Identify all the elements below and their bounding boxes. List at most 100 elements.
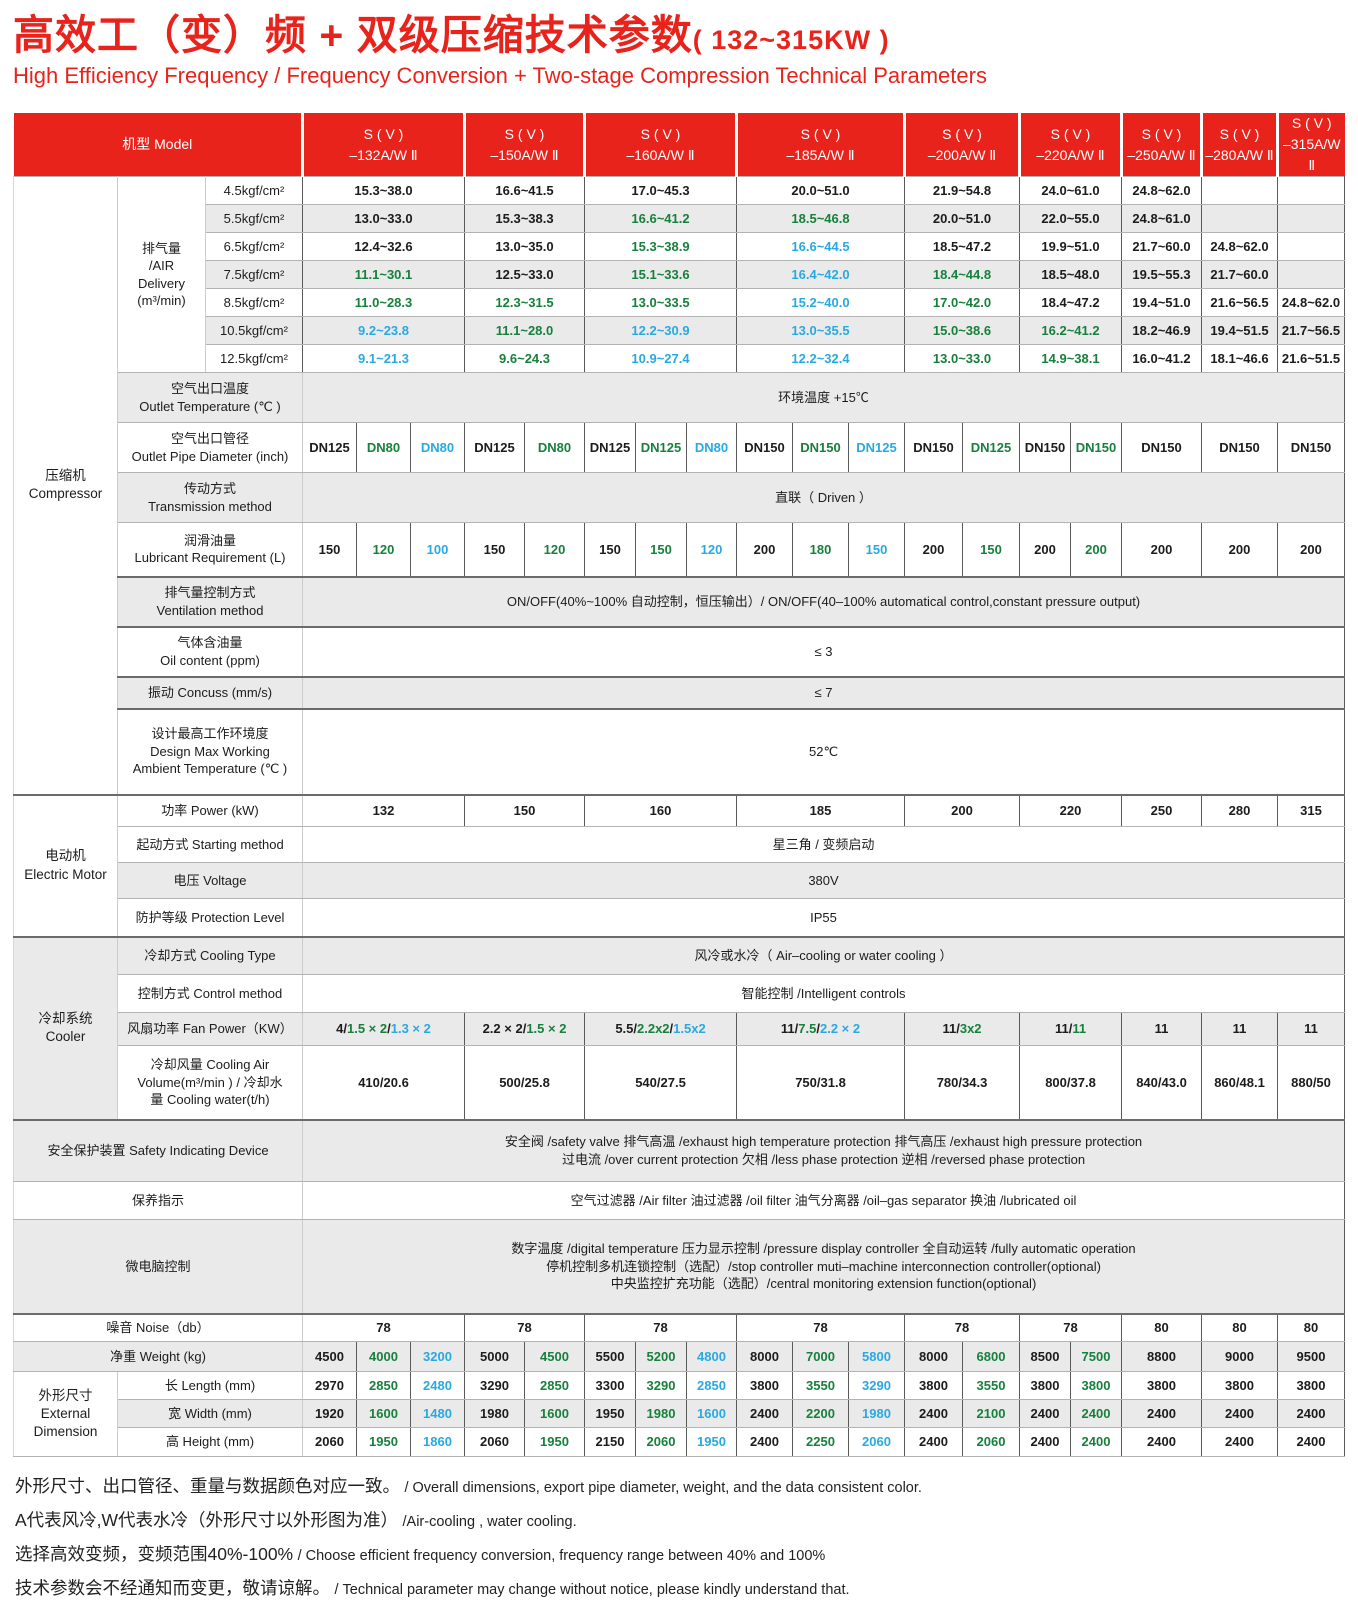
air-delivery-row: 8.5kgf/cm² 11.0~28.3 12.3~31.5 13.0~33.5 15… [14, 288, 1346, 318]
value-cell: 11.0~28.3 [302, 288, 466, 318]
value-cell: 15.3~38.3 [464, 204, 586, 234]
value-cell: 2060 [464, 1427, 526, 1458]
width-row: 宽 Width (mm) 1920 1600 1480 1980 1600 1950 198… [14, 1399, 1346, 1429]
row-label-oil-content: 气体含油量 Oil content (ppm) [116, 625, 304, 678]
value-cell: 24.8~62.0 [1121, 176, 1203, 206]
value-cell: 78 [464, 1312, 586, 1343]
value-cell: 160 [584, 793, 738, 828]
fan-power-segment: 11/ [942, 1021, 960, 1037]
value-cell: DN125 [962, 422, 1021, 474]
value-cell: IP55 [302, 898, 1346, 938]
air-delivery-row: 7.5kgf/cm² 11.1~30.1 12.5~33.0 15.1~33.6 16… [14, 260, 1346, 290]
value-cell: 78 [736, 1312, 906, 1343]
value-cell: 200 [904, 522, 964, 578]
fan-power-row: 风扇功率 Fan Power（KW） 4/1.5 × 2/1.3 × 2 2.2 … [14, 1012, 1346, 1047]
transmission-method-row: 传动方式 Transmission method 直联（ Driven ） [14, 472, 1346, 524]
value-cell: 3290 [848, 1371, 906, 1401]
row-label-starting-method: 起动方式 Starting method [116, 826, 304, 864]
value-cell: 120 [686, 522, 738, 578]
value-cell: 3800 [1201, 1371, 1279, 1401]
fan-power-segment: 2.2x2 [637, 1021, 670, 1037]
design-max-ambient-row: 设计最高工作环境度 Design Max Working Ambient Tem… [14, 707, 1346, 796]
page-title-kw-range: ( 132~315KW ) [692, 25, 890, 55]
model-header-220: S ( V ) –220A/W Ⅱ [1018, 113, 1122, 177]
value-cell: 5800 [848, 1341, 906, 1373]
value-cell: 2400 [1277, 1427, 1346, 1458]
row-label-concuss: 振动 Concuss (mm/s) [116, 675, 304, 710]
value-cell: 2100 [962, 1399, 1021, 1429]
value-cell: 200 [1201, 522, 1279, 578]
value-cell: 2400 [736, 1427, 794, 1458]
value-cell: 11/11 [1019, 1012, 1123, 1047]
value-cell: 15.2~40.0 [736, 288, 906, 318]
value-cell: DN125 [464, 422, 526, 474]
value-cell: 19.4~51.5 [1201, 316, 1279, 346]
power-row: 电动机 Electric Motor 功率 Power (kW) 132 150 1… [13, 793, 1346, 938]
value-cell: 120 [524, 522, 586, 578]
value-cell: 8000 [736, 1341, 794, 1373]
outlet-pipe-diameter-row: 空气出口管径 Outlet Pipe Diameter (inch) DN125… [14, 422, 1346, 474]
value-cell: 150 [464, 522, 526, 578]
value-cell: 10.9~27.4 [584, 344, 738, 374]
value-cell: 11 [1121, 1012, 1203, 1047]
value-cell: 21.7~56.5 [1277, 316, 1346, 346]
value-cell: 4500 [302, 1341, 358, 1373]
value-cell: ≤ 7 [302, 675, 1346, 710]
fan-power-segment: 1.5x2 [673, 1021, 706, 1037]
pressure-label: 8.5kgf/cm² [204, 288, 304, 318]
fan-power-segment: 2.2 × 2 [819, 1021, 861, 1037]
pressure-label: 7.5kgf/cm² [204, 260, 304, 290]
footnote-line: A代表风冷,W代表水冷（外形尺寸以外形图为准） /Air-cooling , w… [15, 1507, 1345, 1532]
model-name-line: S ( V ) [942, 125, 982, 142]
value-cell: DN150 [792, 422, 850, 474]
value-cell: 3550 [792, 1371, 850, 1401]
row-label-safety-device: 安全保护装置 Safety Indicating Device [12, 1118, 304, 1183]
fan-power-segment: / [387, 1021, 391, 1037]
value-cell: 18.4~44.8 [904, 260, 1021, 290]
value-cell: 180 [792, 522, 850, 578]
value-cell: 2400 [1201, 1427, 1279, 1458]
model-name-line: S ( V ) [640, 125, 681, 142]
noise-row: 噪音 Noise（db） 78 78 78 78 78 78 80 80 80 [12, 1312, 1346, 1343]
value-cell: 2400 [1070, 1399, 1123, 1429]
cooling-type-row: 冷却系统 Cooler 冷却方式 Cooling Type 风冷或水冷（ Air… [13, 935, 1346, 1121]
value-cell: 120 [356, 522, 412, 578]
model-header-185: S ( V ) –185A/W Ⅱ [735, 113, 905, 177]
model-header-label: 机型 Model [13, 113, 303, 177]
value-cell: 直联（ Driven ） [302, 472, 1346, 524]
safety-device-row: 安全保护装置 Safety Indicating Device 安全阀 /saf… [12, 1118, 1346, 1183]
value-cell: 1600 [356, 1399, 412, 1429]
value-cell [1201, 176, 1279, 206]
section-label-external-dimension: 外形尺寸 External Dimension [13, 1371, 118, 1458]
value-cell: 22.0~55.0 [1019, 204, 1123, 234]
model-name-line: –280A/W Ⅱ [1205, 146, 1274, 163]
technical-parameters-table: 机型 Model S ( V ) –132A/W Ⅱ S ( V ) –150A/W… [12, 113, 1346, 1458]
value-cell: 150 [635, 522, 688, 578]
value-cell: 2400 [1070, 1427, 1123, 1458]
value-cell: 2400 [1201, 1399, 1279, 1429]
protection-level-row: 防护等级 Protection Level IP55 [14, 898, 1346, 938]
value-cell: 13.0~35.0 [464, 232, 586, 262]
value-cell: 132 [302, 793, 466, 828]
air-delivery-row: 10.5kgf/cm² 9.2~23.8 11.1~28.0 12.2~30.9 13… [14, 316, 1346, 346]
value-cell: 3800 [1277, 1371, 1346, 1401]
row-label-microcomputer: 微电脑控制 [12, 1219, 304, 1315]
fan-power-segment: 2.2 × 2 [482, 1021, 523, 1037]
value-cell: 2200 [792, 1399, 850, 1429]
value-cell: DN80 [686, 422, 738, 474]
value-cell: 2060 [962, 1427, 1021, 1458]
value-cell: 18.5~47.2 [904, 232, 1021, 262]
starting-method-row: 起动方式 Starting method 星三角 / 变频启动 [14, 826, 1346, 864]
value-cell: 2970 [302, 1371, 358, 1401]
value-cell: 52℃ [302, 707, 1346, 796]
value-cell: 3290 [635, 1371, 688, 1401]
footnote-en: /Air-cooling , water cooling. [402, 1514, 577, 1531]
row-label-fan-power: 风扇功率 Fan Power（KW） [116, 1012, 304, 1047]
value-cell: 2400 [904, 1427, 964, 1458]
row-label-weight: 净重 Weight (kg) [12, 1341, 304, 1373]
model-name-line: S ( V ) [1050, 125, 1091, 142]
fan-power-segment: 11/ [1054, 1021, 1073, 1037]
section-label-cooler: 冷却系统 Cooler [13, 935, 118, 1121]
value-cell: 15.3~38.9 [584, 232, 738, 262]
voltage-row: 电压 Voltage 380V [14, 862, 1346, 900]
